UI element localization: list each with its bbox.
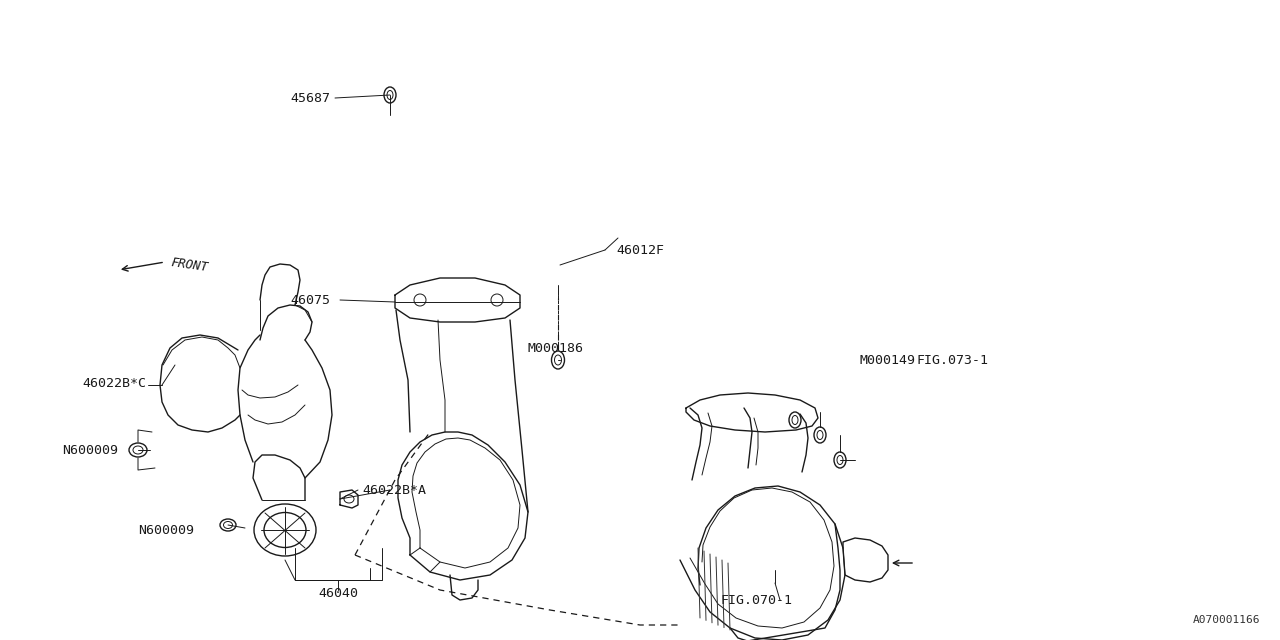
Text: FIG.073-1: FIG.073-1 (916, 353, 988, 367)
Text: FIG.070-1: FIG.070-1 (719, 593, 792, 607)
Text: 46040: 46040 (317, 587, 358, 600)
Text: A070001166: A070001166 (1193, 615, 1260, 625)
Text: 45687: 45687 (291, 92, 330, 104)
Text: 46022B*C: 46022B*C (82, 376, 146, 390)
Text: 46012F: 46012F (616, 243, 664, 257)
Text: N600009: N600009 (61, 444, 118, 456)
Text: M000149: M000149 (860, 353, 916, 367)
Text: N600009: N600009 (138, 524, 195, 536)
Text: 46075: 46075 (291, 294, 330, 307)
Text: FRONT: FRONT (170, 256, 209, 274)
Text: 46022B*A: 46022B*A (362, 483, 426, 497)
Text: M000186: M000186 (529, 342, 584, 355)
